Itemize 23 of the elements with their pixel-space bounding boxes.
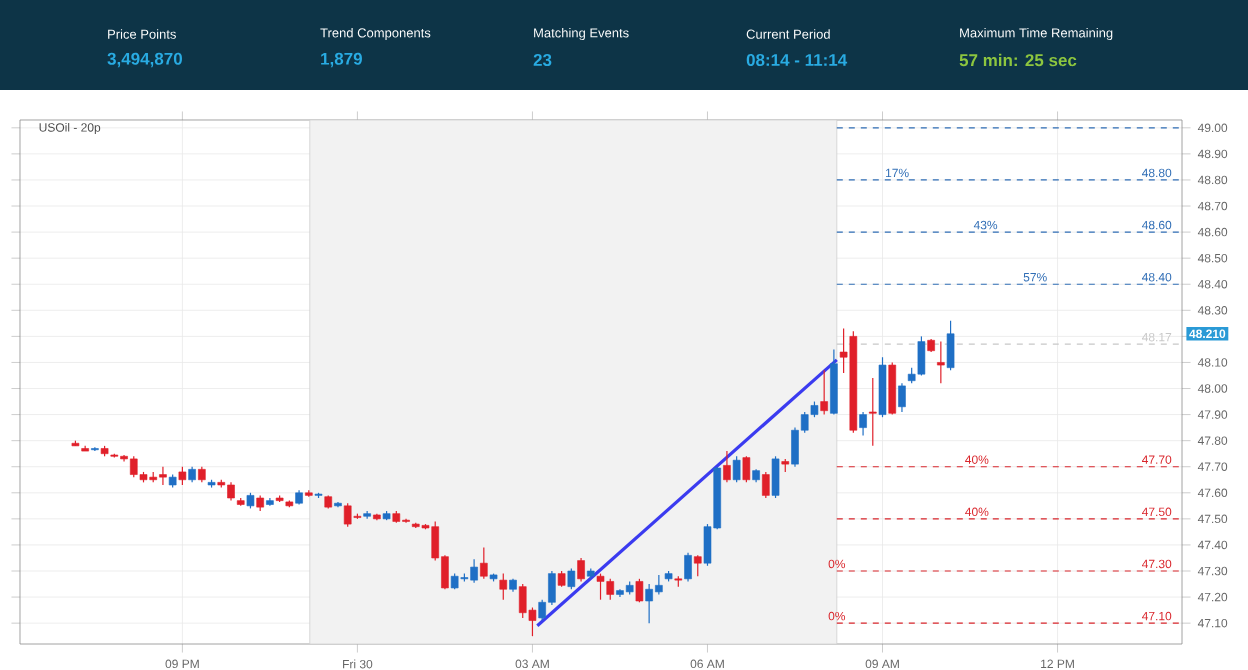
candlestick: [771, 455, 780, 499]
candlestick: [480, 546, 488, 580]
candlestick: [567, 567, 576, 590]
candlestick: [577, 557, 585, 583]
candlestick: [684, 552, 692, 583]
candlestick: [946, 320, 955, 371]
candlestick: [499, 573, 508, 601]
candlestick: [898, 382, 906, 413]
text: 23: [533, 53, 552, 67]
text: 1,879: [321, 52, 362, 68]
candlestick: [937, 340, 945, 384]
candlestick: [732, 455, 741, 483]
text: 08:14 - 11:14: [746, 53, 848, 66]
candlestick: [820, 369, 828, 416]
text: 57 min: 25 sec: [959, 53, 1077, 67]
candlestick: [742, 455, 751, 483]
candlestick: [868, 377, 877, 447]
candlestick: [762, 471, 770, 499]
candlestick: [723, 450, 731, 483]
candlestick: [693, 554, 702, 577]
text: 3,494,870: [107, 52, 182, 68]
candlestick: [178, 466, 187, 486]
candlestick: [859, 411, 867, 437]
